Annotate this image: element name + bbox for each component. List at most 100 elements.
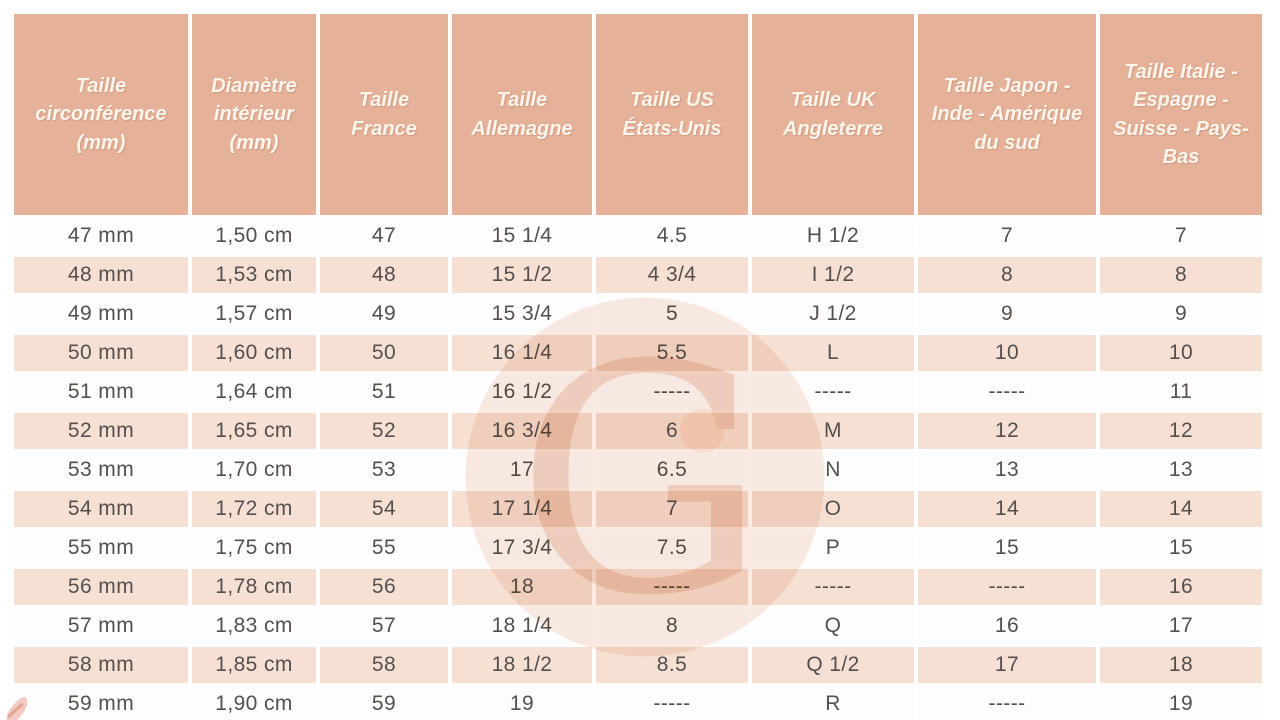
table-cell: 59 — [320, 686, 448, 720]
table-row: 51 mm 1,64 cm 51 16 1/2 ----- ----- ----- 11 — [14, 374, 1262, 410]
table-cell: 13 — [1100, 452, 1262, 488]
table-row: 57 mm 1,83 cm 57 18 1/4 8 Q 16 17 — [14, 608, 1262, 644]
table-cell: 13 — [918, 452, 1096, 488]
table-cell: 9 — [1100, 296, 1262, 332]
table-cell: 6.5 — [596, 452, 748, 488]
header-size-japan-india: Taille Japon - Inde - Amérique du sud — [918, 14, 1096, 215]
table-cell: 8 — [918, 257, 1096, 293]
table-cell: ----- — [752, 374, 914, 410]
table-row: 55 mm 1,75 cm 55 17 3/4 7.5 P 15 15 — [14, 530, 1262, 566]
table-cell: 4 3/4 — [596, 257, 748, 293]
table-cell: 56 — [320, 569, 448, 605]
table-cell: L — [752, 335, 914, 371]
table-row: 59 mm 1,90 cm 59 19 ----- R ----- 19 — [14, 686, 1262, 720]
header-size-uk: Taille UK Angleterre — [752, 14, 914, 215]
table-cell: J 1/2 — [752, 296, 914, 332]
header-inner-diameter: Diamètre intérieur (mm) — [192, 14, 316, 215]
header-size-us: Taille US États-Unis — [596, 14, 748, 215]
table-cell: 48 — [320, 257, 448, 293]
table-cell: 14 — [1100, 491, 1262, 527]
table-cell: 52 mm — [14, 413, 188, 449]
table-cell: 19 — [452, 686, 592, 720]
table-cell: 17 — [452, 452, 592, 488]
table-cell: 8 — [596, 608, 748, 644]
table-cell: ----- — [596, 569, 748, 605]
table-cell: 1,60 cm — [192, 335, 316, 371]
table-cell: P — [752, 530, 914, 566]
table-cell: 50 mm — [14, 335, 188, 371]
table-cell: 5 — [596, 296, 748, 332]
table-cell: 19 — [1100, 686, 1262, 720]
table-cell: 16 1/2 — [452, 374, 592, 410]
table-row: 53 mm 1,70 cm 53 17 6.5 N 13 13 — [14, 452, 1262, 488]
table-cell: 48 mm — [14, 257, 188, 293]
table-cell: 57 — [320, 608, 448, 644]
table-cell: 10 — [918, 335, 1096, 371]
table-cell: 12 — [1100, 413, 1262, 449]
table-cell: 17 1/4 — [452, 491, 592, 527]
table-cell: 16 3/4 — [452, 413, 592, 449]
table-cell: 17 — [1100, 608, 1262, 644]
table-cell: 47 mm — [14, 218, 188, 254]
table-cell: I 1/2 — [752, 257, 914, 293]
table-cell: 50 — [320, 335, 448, 371]
table-cell: 1,50 cm — [192, 218, 316, 254]
table-cell: 51 — [320, 374, 448, 410]
table-cell: 53 mm — [14, 452, 188, 488]
table-cell: 15 — [918, 530, 1096, 566]
table-cell: 16 1/4 — [452, 335, 592, 371]
table-cell: 55 mm — [14, 530, 188, 566]
table-cell: 8.5 — [596, 647, 748, 683]
table-cell: 7 — [918, 218, 1096, 254]
header-size-germany: Taille Allemagne — [452, 14, 592, 215]
table-cell: 15 1/4 — [452, 218, 592, 254]
table-cell: 17 — [918, 647, 1096, 683]
table-cell: 14 — [918, 491, 1096, 527]
table-cell: 7 — [1100, 218, 1262, 254]
table-cell: 49 — [320, 296, 448, 332]
table-cell: 4.5 — [596, 218, 748, 254]
table-cell: ----- — [918, 569, 1096, 605]
table-cell: 49 mm — [14, 296, 188, 332]
table-cell: 58 — [320, 647, 448, 683]
table-cell: ----- — [596, 374, 748, 410]
table-cell: 7 — [596, 491, 748, 527]
table-row: 52 mm 1,65 cm 52 16 3/4 6 M 12 12 — [14, 413, 1262, 449]
table-cell: 51 mm — [14, 374, 188, 410]
table-cell: Q 1/2 — [752, 647, 914, 683]
table-cell: 1,85 cm — [192, 647, 316, 683]
table-cell: 58 mm — [14, 647, 188, 683]
table-cell: 9 — [918, 296, 1096, 332]
table-row: 50 mm 1,60 cm 50 16 1/4 5.5 L 10 10 — [14, 335, 1262, 371]
table-cell: 54 — [320, 491, 448, 527]
table-cell: 59 mm — [14, 686, 188, 720]
table-row: 48 mm 1,53 cm 48 15 1/2 4 3/4 I 1/2 8 8 — [14, 257, 1262, 293]
table-cell: 18 — [452, 569, 592, 605]
table-row: 54 mm 1,72 cm 54 17 1/4 7 O 14 14 — [14, 491, 1262, 527]
header-size-france: Taille France — [320, 14, 448, 215]
table-cell: 16 — [1100, 569, 1262, 605]
table-cell: 1,65 cm — [192, 413, 316, 449]
table-cell: 1,64 cm — [192, 374, 316, 410]
table-cell: H 1/2 — [752, 218, 914, 254]
table-cell: Q — [752, 608, 914, 644]
header-size-italy-spain: Taille Italie - Espagne - Suisse - Pays-… — [1100, 14, 1262, 215]
table-cell: 1,70 cm — [192, 452, 316, 488]
header-circumference: Taille circonférence (mm) — [14, 14, 188, 215]
table-cell: 1,72 cm — [192, 491, 316, 527]
table-row: 49 mm 1,57 cm 49 15 3/4 5 J 1/2 9 9 — [14, 296, 1262, 332]
table-cell: 6 — [596, 413, 748, 449]
table-cell: 57 mm — [14, 608, 188, 644]
table-cell: ----- — [752, 569, 914, 605]
table-cell: 12 — [918, 413, 1096, 449]
table-cell: 18 1/2 — [452, 647, 592, 683]
table-cell: 1,57 cm — [192, 296, 316, 332]
table-cell: 1,78 cm — [192, 569, 316, 605]
table-cell: 18 — [1100, 647, 1262, 683]
table-header: Taille circonférence (mm) Diamètre intér… — [14, 14, 1262, 215]
table-cell: 5.5 — [596, 335, 748, 371]
table-cell: ----- — [596, 686, 748, 720]
table-cell: R — [752, 686, 914, 720]
table-cell: 17 3/4 — [452, 530, 592, 566]
